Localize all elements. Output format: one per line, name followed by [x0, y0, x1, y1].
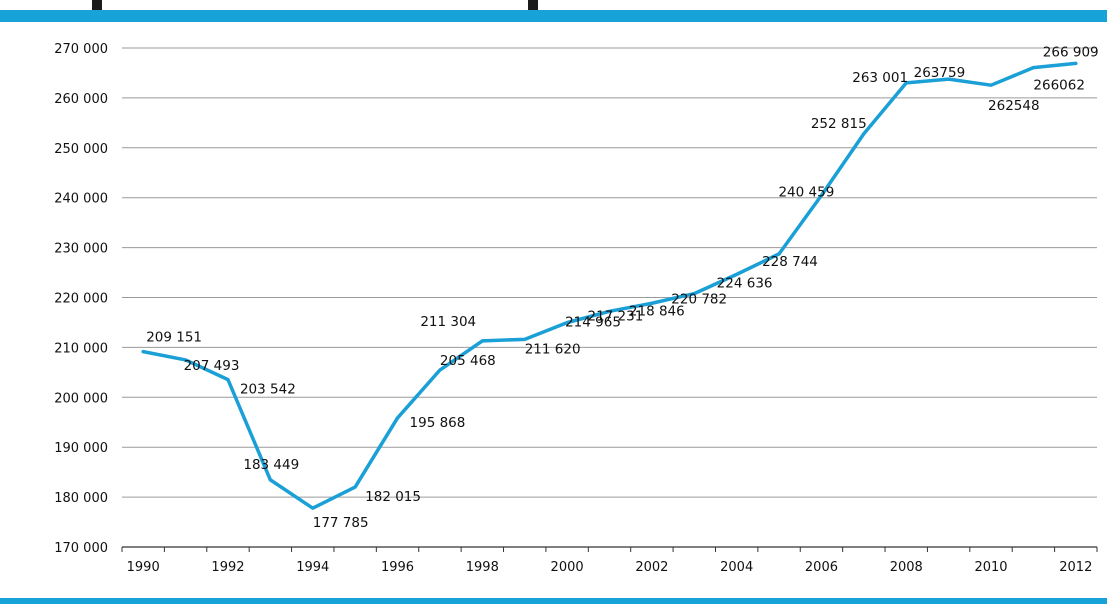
x-tick-label: 2010: [974, 560, 1007, 575]
cropped-heading-text: [92, 0, 538, 10]
y-tick-label: 170 000: [54, 541, 108, 556]
x-tick-label: 1992: [211, 560, 244, 575]
data-label: 217 231: [588, 308, 644, 324]
data-label: 205 468: [440, 353, 496, 369]
y-tick-label: 180 000: [54, 491, 108, 506]
data-label: 262548: [988, 98, 1040, 114]
header-band: [0, 10, 1107, 22]
data-label: 252 815: [811, 116, 867, 132]
y-tick-label: 270 000: [54, 42, 108, 57]
data-label: 195 868: [410, 415, 466, 431]
data-label: 211 620: [525, 341, 581, 357]
x-tick-label: 2006: [805, 560, 838, 575]
y-tick-label: 200 000: [54, 391, 108, 406]
data-label: 182 015: [365, 489, 421, 505]
y-tick-label: 250 000: [54, 142, 108, 157]
data-label: 214 965: [565, 315, 621, 331]
data-label: 177 785: [313, 515, 369, 531]
x-tick-label: 1994: [296, 560, 329, 575]
data-label: 218 846: [629, 303, 685, 319]
data-label: 207 493: [184, 358, 240, 374]
data-label: 209 151: [146, 330, 202, 346]
data-label: 211 304: [420, 314, 476, 330]
data-label: 266 909: [1043, 44, 1099, 60]
y-tick-label: 260 000: [54, 92, 108, 107]
data-label: 263759: [914, 65, 966, 81]
data-label: 266062: [1033, 78, 1085, 94]
data-label: 240 459: [778, 184, 834, 200]
x-tick-label: 1996: [381, 560, 414, 575]
data-label: 263 001: [852, 70, 908, 86]
data-label: 224 636: [717, 275, 773, 291]
data-label: 203 542: [240, 382, 296, 398]
y-tick-label: 210 000: [54, 341, 108, 356]
x-tick-label: 1998: [466, 560, 499, 575]
x-tick-label: 2000: [551, 560, 584, 575]
data-label: 220 782: [671, 292, 727, 308]
y-tick-label: 220 000: [54, 292, 108, 307]
x-tick-label: 2008: [890, 560, 923, 575]
x-tick-label: 2012: [1059, 560, 1092, 575]
x-tick-label: 1990: [127, 560, 160, 575]
x-tick-label: 2002: [635, 560, 668, 575]
footer-band: [0, 598, 1107, 604]
x-tick-label: 2004: [720, 560, 753, 575]
data-label: 183 449: [243, 457, 299, 473]
y-tick-label: 190 000: [54, 441, 108, 456]
series-line: [141, 61, 1078, 510]
y-tick-label: 230 000: [54, 242, 108, 257]
y-tick-label: 240 000: [54, 192, 108, 207]
data-label: 228 744: [762, 254, 818, 270]
